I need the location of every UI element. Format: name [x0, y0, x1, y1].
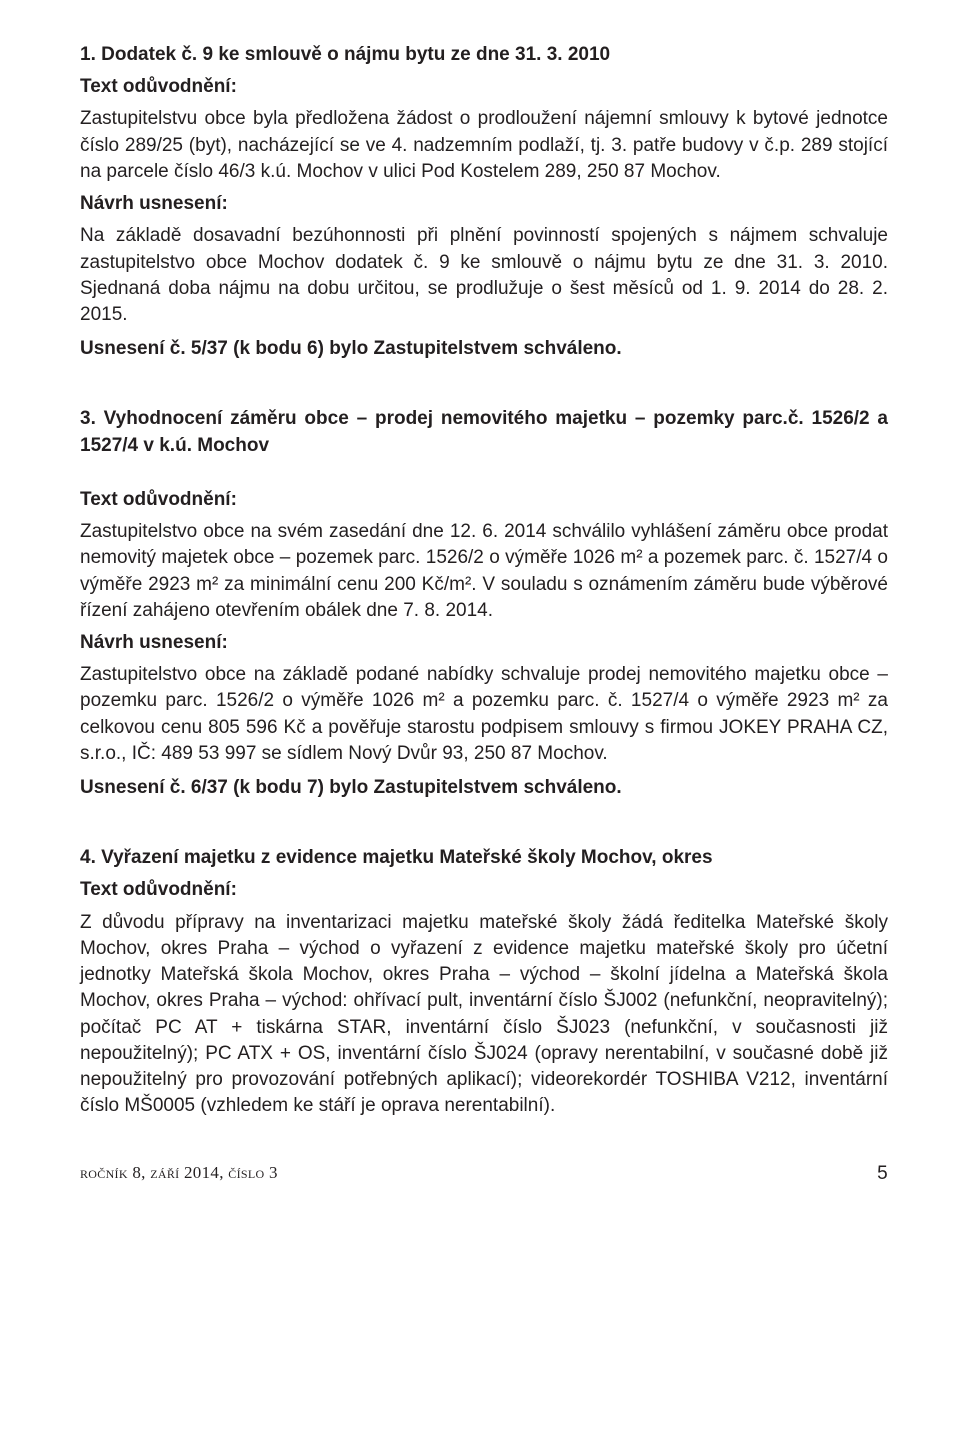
section2-oduv-label: Text odůvodnění: [80, 487, 888, 513]
section3-oduv-label: Text odůvodnění: [80, 877, 888, 903]
section1-heading: 1. Dodatek č. 9 ke smlouvě o nájmu bytu … [80, 42, 888, 68]
section1-usneseni: Usnesení č. 5/37 (k bodu 6) bylo Zastupi… [80, 336, 888, 362]
spacer [80, 807, 888, 845]
spacer [80, 465, 888, 487]
section1-oduv-text: Zastupitelstvu obce byla předložena žádo… [80, 106, 888, 185]
section3-oduv-text: Z důvodu přípravy na inventarizaci majet… [80, 910, 888, 1120]
section1-navrh-label: Návrh usnesení: [80, 191, 888, 217]
section2-navrh-label: Návrh usnesení: [80, 630, 888, 656]
footer-page-number: 5 [877, 1161, 888, 1187]
section1-navrh-text: Na základě dosavadní bezúhonnosti při pl… [80, 223, 888, 328]
footer-issue: ročník 8, září 2014, číslo 3 [80, 1161, 278, 1184]
spacer [80, 368, 888, 406]
section2-heading: 3. Vyhodnocení záměru obce – prodej nemo… [80, 406, 888, 458]
page-footer: ročník 8, září 2014, číslo 3 5 [80, 1161, 888, 1184]
section2-oduv-text: Zastupitelstvo obce na svém zasedání dne… [80, 519, 888, 624]
section2-navrh-text: Zastupitelstvo obce na základě podané na… [80, 662, 888, 767]
section1-oduv-label: Text odůvodnění: [80, 74, 888, 100]
section2-usneseni: Usnesení č. 6/37 (k bodu 7) bylo Zastupi… [80, 775, 888, 801]
section3-heading: 4. Vyřazení majetku z evidence majetku M… [80, 845, 888, 871]
